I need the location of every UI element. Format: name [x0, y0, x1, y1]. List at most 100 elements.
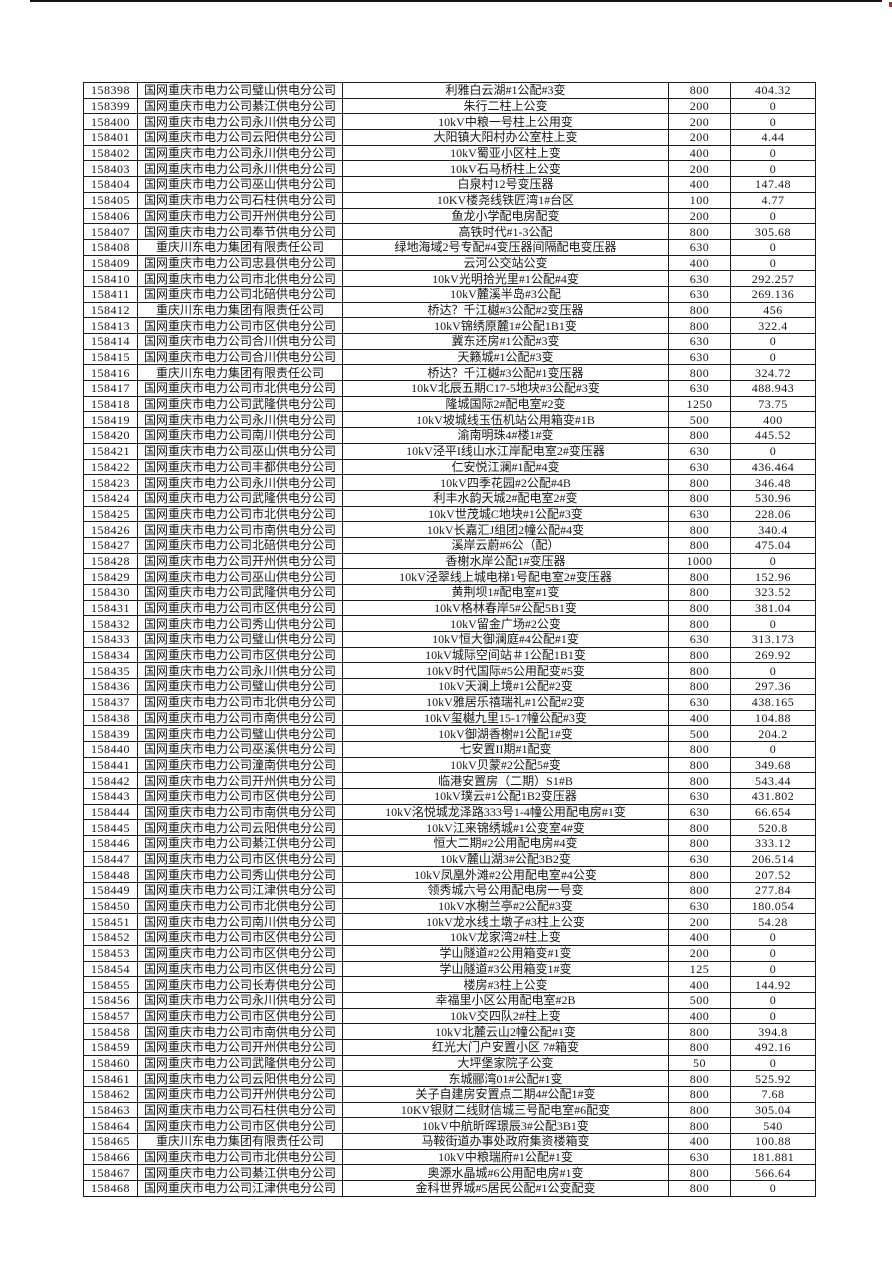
device-name: 10kV泾翠线上城电梯1号配电室2#变压器	[342, 568, 669, 585]
reading-value: 0	[730, 333, 816, 350]
device-name: 绿地海域2号专配#4变压器间隔配电变压器	[342, 238, 669, 256]
row-id: 158412	[83, 301, 138, 319]
company-name: 国网重庆市电力公司永川供电分公司	[137, 160, 343, 178]
capacity-value: 800	[668, 866, 731, 884]
table-row: 158415 国网重庆市电力公司合川供电分公司 天籁城#1公配#3变 630 0	[83, 348, 816, 366]
reading-value: 492.16	[730, 1038, 816, 1056]
capacity-value: 630	[668, 803, 731, 821]
device-name: 桥达？千江樾#3公配#1变压器	[342, 364, 669, 382]
table-row: 158450 国网重庆市电力公司市北供电分公司 10kV水榭兰亭#2公配#3变 630…	[83, 897, 816, 915]
reading-value: 0	[730, 552, 816, 570]
row-id: 158448	[83, 866, 138, 884]
table-row: 158437 国网重庆市电力公司市北供电分公司 10kV雅居乐禧瑞礼#1公配#2变 6…	[83, 693, 816, 711]
table-row: 158462 国网重庆市电力公司开州供电分公司 关子自建房安置点二期4#公配1#变 8…	[83, 1086, 816, 1103]
capacity-value: 400	[668, 1007, 731, 1025]
company-name: 国网重庆市电力公司秀山供电分公司	[137, 615, 343, 633]
table-row: 158445 国网重庆市电力公司云阳供电分公司 10kV江来锦绣城#1公变室4#变 8…	[83, 819, 816, 836]
company-name: 国网重庆市电力公司璧山供电分公司	[137, 725, 343, 742]
table-row: 158409 国网重庆市电力公司忠县供电分公司 云河公交站公变 400 0	[83, 254, 816, 272]
device-name: 高铁时代#1-3公配	[342, 223, 669, 240]
company-name: 国网重庆市电力公司市北供电分公司	[137, 380, 343, 397]
row-id: 158435	[83, 662, 138, 680]
device-name: 白泉村12号变压器	[342, 176, 669, 193]
company-name: 国网重庆市电力公司永川供电分公司	[137, 113, 343, 131]
reading-value: 181.881	[730, 1148, 816, 1166]
company-name: 国网重庆市电力公司璧山供电分公司	[137, 678, 343, 695]
row-id: 158442	[83, 772, 138, 789]
company-name: 国网重庆市电力公司永川供电分公司	[137, 991, 343, 1009]
device-name: 10KV楼尧线铁匠湾1#台区	[342, 191, 669, 209]
reading-value: 349.68	[730, 756, 816, 774]
row-id: 158402	[83, 144, 138, 162]
company-name: 国网重庆市电力公司武隆供电分公司	[137, 489, 343, 507]
reading-value: 144.92	[730, 976, 816, 993]
device-name: 溪岸云蔚#6公（配）	[342, 536, 669, 554]
table-row: 158451 国网重庆市电力公司南川供电分公司 10kV龙水线土墩子#3柱上公变 20…	[83, 913, 816, 931]
capacity-value: 630	[668, 238, 731, 256]
row-id: 158418	[83, 395, 138, 413]
row-id: 158423	[83, 474, 138, 491]
row-id: 158431	[83, 599, 138, 617]
reading-value: 438.165	[730, 693, 816, 711]
company-name: 国网重庆市电力公司璧山供电分公司	[137, 82, 343, 99]
company-name: 国网重庆市电力公司秀山供电分公司	[137, 866, 343, 884]
table-row: 158442 国网重庆市电力公司开州供电分公司 临港安置房（二期）S1#B 800 54…	[83, 772, 816, 789]
capacity-value: 800	[668, 301, 731, 319]
device-name: 10kV麓溪半岛#3公配	[342, 285, 669, 303]
row-id: 158424	[83, 489, 138, 507]
device-name: 黄荆坝1#配电室#1变	[342, 584, 669, 601]
device-name: 10kV璞云#1公配1B2变压器	[342, 787, 669, 805]
row-id: 158414	[83, 333, 138, 350]
capacity-value: 200	[668, 944, 731, 962]
row-id: 158406	[83, 207, 138, 225]
company-name: 国网重庆市电力公司市区供电分公司	[137, 1117, 343, 1135]
device-name: 10kV长嘉汇J组团2幢公配#4变	[342, 521, 669, 538]
table-row: 158433 国网重庆市电力公司璧山供电分公司 10kV恒大御澜庭#4公配#1变 63…	[83, 631, 816, 648]
device-name: 10kV留金广场#2公变	[342, 615, 669, 633]
table-row: 158406 国网重庆市电力公司开州供电分公司 鱼龙小学配电房配变 200 0	[83, 207, 816, 225]
scan-edge-line	[30, 0, 882, 2]
row-id: 158443	[83, 787, 138, 805]
reading-value: 305.68	[730, 223, 816, 240]
capacity-value: 400	[668, 254, 731, 272]
table-row: 158404 国网重庆市电力公司巫山供电分公司 白泉村12号变压器 400 147.48	[83, 176, 816, 193]
company-name: 国网重庆市电力公司市北供电分公司	[137, 270, 343, 287]
table-row: 158421 国网重庆市电力公司巫山供电分公司 10kV泾平I线山水江岸配电室2#变…	[83, 442, 816, 460]
reading-value: 0	[730, 662, 816, 680]
table-row: 158403 国网重庆市电力公司永川供电分公司 10kV石马桥柱上公变 200 0	[83, 160, 816, 178]
reading-value: 0	[730, 97, 816, 115]
company-name: 国网重庆市电力公司江津供电分公司	[137, 1180, 343, 1197]
capacity-value: 630	[668, 897, 731, 915]
table-row: 158439 国网重庆市电力公司璧山供电分公司 10kV御湖香榭#1公配1#变 500…	[83, 725, 816, 742]
table-row: 158447 国网重庆市电力公司市区供电分公司 10kV麓山湖3#公配3B2变 630…	[83, 850, 816, 868]
reading-value: 456	[730, 301, 816, 319]
reading-value: 322.4	[730, 317, 816, 334]
reading-value: 297.36	[730, 678, 816, 695]
row-id: 158436	[83, 678, 138, 695]
row-id: 158419	[83, 411, 138, 429]
device-name: 马鞍街道办事处政府集资楼箱变	[342, 1133, 669, 1150]
capacity-value: 630	[668, 380, 731, 397]
table-row: 158458 国网重庆市电力公司市南供电分公司 10kV北麓云山2幢公配#1变 800…	[83, 1023, 816, 1040]
capacity-value: 800	[668, 317, 731, 334]
device-name: 幸福里小区公用配电室#2B	[342, 991, 669, 1009]
capacity-value: 800	[668, 489, 731, 507]
reading-value: 152.96	[730, 568, 816, 585]
reading-value: 0	[730, 991, 816, 1009]
capacity-value: 630	[668, 442, 731, 460]
device-name: 奥源水晶城#6公用配电房#1变	[342, 1164, 669, 1182]
reading-value: 228.06	[730, 505, 816, 523]
device-name: 10kV泾平I线山水江岸配电室2#变压器	[342, 442, 669, 460]
company-name: 国网重庆市电力公司丰都供电分公司	[137, 458, 343, 476]
device-name: 10kV北辰五期C17-5地块#3公配#3变	[342, 380, 669, 397]
reading-value: 4.77	[730, 191, 816, 209]
reading-value: 0	[730, 740, 816, 758]
row-id: 158409	[83, 254, 138, 272]
device-name: 天籁城#1公配#3变	[342, 348, 669, 366]
capacity-value: 800	[668, 1180, 731, 1197]
capacity-value: 630	[668, 693, 731, 711]
table-row: 158408 重庆川东电力集团有限责任公司 绿地海域2号专配#4变压器间隔配电变压器…	[83, 238, 816, 256]
company-name: 国网重庆市电力公司潼南供电分公司	[137, 756, 343, 774]
capacity-value: 400	[668, 709, 731, 727]
